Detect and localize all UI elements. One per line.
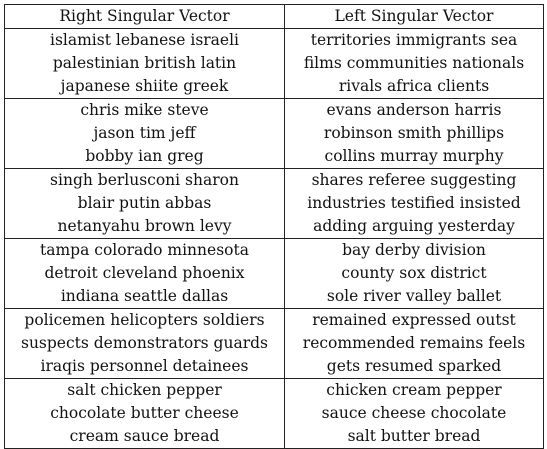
left-vector-cell: shares referee suggesting industries tes… [284,168,544,239]
left-vector-cell: territories immigrants sea films communi… [284,28,544,99]
word-line: palestinian british latin [52,54,237,72]
word-line: suspects demonstrators guards [20,334,268,352]
word-line: evans anderson harris [326,101,502,119]
word-line: industries testified insisted [307,194,521,212]
word-line: blair putin abbas [77,194,212,212]
left-vector-cell: remained expressed outst recommended rem… [284,308,544,379]
word-line: salt chicken pepper [67,381,222,399]
singular-vector-table: Right Singular Vector Left Singular Vect… [4,4,544,449]
table-row: policemen helicopters soldiers suspects … [4,308,544,379]
table-row: salt chicken pepper chocolate butter che… [4,378,544,449]
word-line: sole river valley ballet [326,287,502,305]
word-line: singh berlusconi sharon [50,171,239,189]
word-line: gets resumed sparked [326,357,502,375]
word-line: robinson smith phillips [323,124,505,142]
word-line: adding arguing yesterday [313,217,515,235]
header-right-singular-vector: Right Singular Vector [4,4,285,29]
word-line: county sox district [341,264,487,282]
word-line: netanyahu brown levy [57,217,232,235]
word-line: japanese shiite greek [60,77,229,95]
word-line: chicken cream pepper [326,381,502,399]
right-vector-cell: tampa colorado minnesota detroit clevela… [4,238,285,309]
table-row: tampa colorado minnesota detroit clevela… [4,238,544,309]
word-line: remained expressed outst [312,311,516,329]
word-line: shares referee suggesting [311,171,517,189]
table-row: chris mike steve jason tim jeff bobby ia… [4,98,544,169]
header-left-singular-vector: Left Singular Vector [284,4,544,29]
word-line: chris mike steve [80,101,209,119]
word-line: islamist lebanese israeli [49,31,240,49]
word-line: sauce cheese chocolate [321,404,507,422]
word-line: collins murray murphy [324,147,504,165]
left-vector-cell: chicken cream pepper sauce cheese chocol… [284,378,544,449]
table-row: islamist lebanese israeli palestinian br… [4,28,544,99]
word-line: jason tim jeff [93,124,196,142]
word-line: policemen helicopters soldiers [24,311,265,329]
header-row: Right Singular Vector Left Singular Vect… [4,4,544,29]
word-line: salt butter bread [347,427,481,445]
word-line: iraqis personnel detainees [40,357,249,375]
word-line: bobby ian greg [85,147,204,165]
word-line: cream sauce bread [69,427,220,445]
word-line: recommended remains feels [302,334,526,352]
word-line: rivals africa clients [338,77,490,95]
left-vector-cell: evans anderson harris robinson smith phi… [284,98,544,169]
right-vector-cell: islamist lebanese israeli palestinian br… [4,28,285,99]
right-vector-cell: singh berlusconi sharon blair putin abba… [4,168,285,239]
word-line: tampa colorado minnesota [40,241,249,259]
right-vector-cell: chris mike steve jason tim jeff bobby ia… [4,98,285,169]
word-line: bay derby division [342,241,486,259]
right-vector-cell: policemen helicopters soldiers suspects … [4,308,285,379]
word-line: territories immigrants sea [310,31,518,49]
left-vector-cell: bay derby division county sox district s… [284,238,544,309]
word-line: chocolate butter cheese [50,404,239,422]
word-line: detroit cleveland phoenix [44,264,245,282]
word-line: films communities nationals [303,54,525,72]
word-line: indiana seattle dallas [60,287,229,305]
table-row: singh berlusconi sharon blair putin abba… [4,168,544,239]
right-vector-cell: salt chicken pepper chocolate butter che… [4,378,285,449]
